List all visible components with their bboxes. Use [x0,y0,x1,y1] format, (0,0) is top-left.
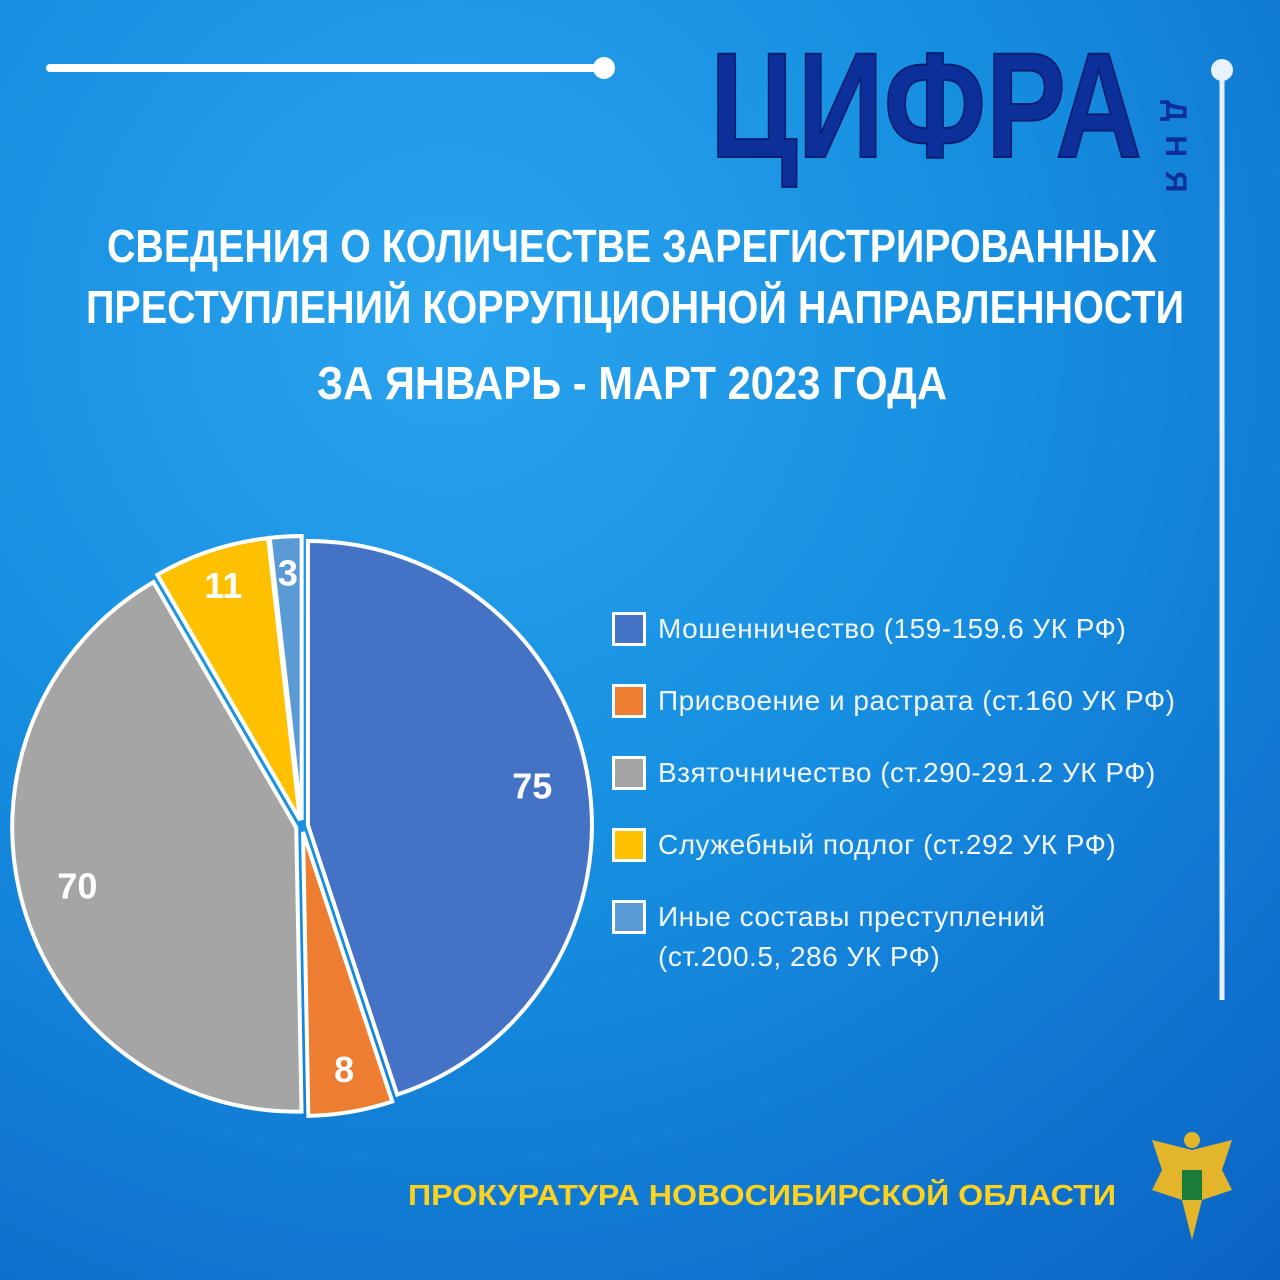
pie-slice [301,831,395,1118]
legend-label: Присвоение и растрата (ст.160 УК РФ) [658,685,1176,716]
legend-label: Взяточничество (ст.290-291.2 УК РФ) [658,757,1156,788]
legend-swatch [612,756,646,790]
legend-swatch [612,684,646,718]
deco-dot [593,57,615,79]
legend-item: Взяточничество (ст.290-291.2 УК РФ) [612,756,1156,793]
legend-swatch [612,900,646,934]
legend-swatch [612,612,646,646]
emblem [1152,1132,1232,1240]
data-label: 75 [512,765,552,806]
legend-item: Служебный подлог (ст.292 УК РФ) [612,828,1116,865]
title-line: СВЕДЕНИЯ О КОЛИЧЕСТВЕ ЗАРЕГИСТРИРОВАННЫХ [107,220,1157,272]
data-label: 70 [57,865,97,906]
deco-dot [1211,59,1233,81]
pie-slice [154,535,303,822]
legend-label: Мошенничество (159-159.6 УК РФ) [658,613,1127,644]
legend-label: Служебный подлог (ст.292 УК РФ) [658,829,1117,860]
data-label: 11 [204,565,242,606]
legend-item: Иные составы преступлений (ст.200.5, 286… [612,900,1118,977]
title-line: ПРЕСТУПЛЕНИЙ КОРРУПЦИОННОЙ НАПРАВЛЕННОСТ… [86,281,1184,333]
legend-item: Мошенничество (159-159.6 УК РФ) [612,612,1126,649]
footer: ПРОКУРАТУРА НОВОСИБИРСКОЙ ОБЛАСТИ [408,1178,1116,1212]
subtitle: ЗА ЯНВАРЬ - МАРТ 2023 ГОДА [317,357,947,409]
data-label: 8 [334,1049,354,1090]
data-label: 3 [278,553,298,594]
pie-slice [305,539,594,1098]
legend-item: Присвоение и растрата (ст.160 УК РФ) [612,684,1175,721]
brand-side: ДНЯ [1159,100,1192,207]
pie-slice [10,579,304,1114]
legend-swatch [612,828,646,862]
brand: ЦИФРА [710,21,1142,189]
legend-label: Иные составы преступлений (ст.200.5, 286… [658,901,1046,972]
pie-slice [267,534,304,821]
